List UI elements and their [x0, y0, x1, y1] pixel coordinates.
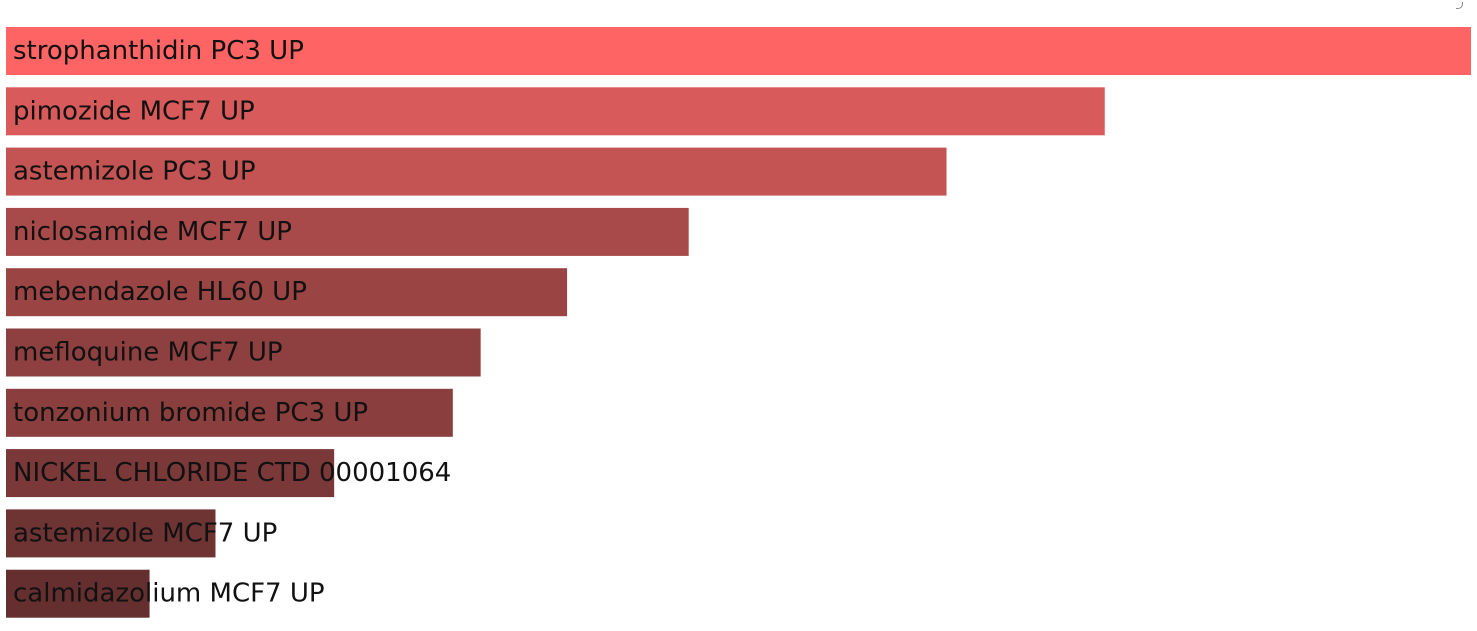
bar-4[interactable]	[6, 207, 689, 256]
bar-label-3: astemizole PC3 UP	[13, 157, 256, 187]
bar-5[interactable]	[6, 268, 568, 317]
bar-7[interactable]	[6, 388, 453, 437]
bar-label-4: niclosamide MCF7 UP	[13, 217, 292, 247]
bar-9[interactable]	[6, 509, 216, 558]
bar-8[interactable]	[6, 449, 335, 498]
bar-label-10: calmidazolium MCF7 UP	[13, 579, 325, 609]
bar-label-1: strophanthidin PC3 UP	[13, 36, 304, 66]
bar-label-8: NICKEL CHLORIDE CTD 00001064	[13, 458, 451, 488]
bar-label-9: astemizole MCF7 UP	[13, 518, 277, 548]
bar-label-7: tonzonium bromide PC3 UP	[13, 398, 368, 428]
resize-corner-icon[interactable]	[1456, 2, 1463, 9]
bar-label-2: pimozide MCF7 UP	[13, 96, 255, 126]
bar-1[interactable]	[6, 27, 1471, 75]
bar-3[interactable]	[6, 147, 947, 196]
bar-10[interactable]	[6, 569, 150, 618]
bar-6[interactable]	[6, 328, 481, 377]
bar-2[interactable]	[6, 87, 1105, 136]
bar-label-6: mefloquine MCF7 UP	[13, 338, 283, 368]
bar-label-5: mebendazole HL60 UP	[13, 277, 307, 307]
